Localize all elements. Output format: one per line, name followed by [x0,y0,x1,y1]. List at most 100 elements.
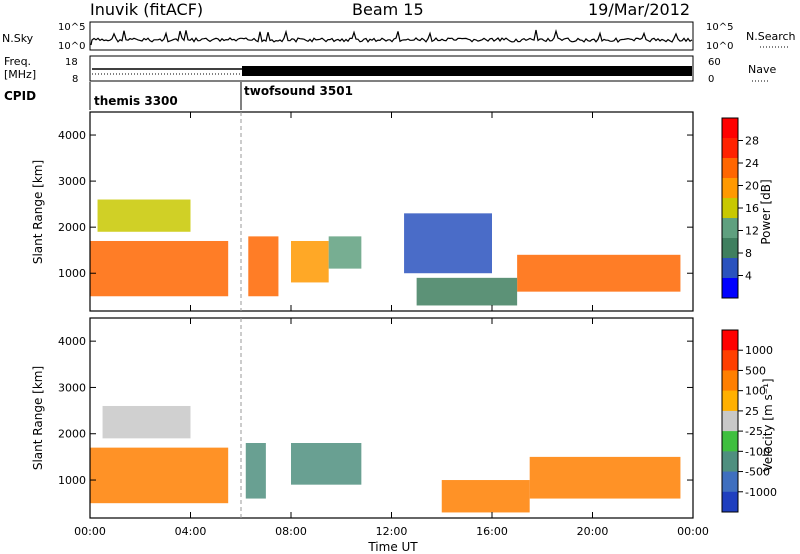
velocity-colorbar-tick-label-3: 25 [745,405,759,418]
station-title: Inuvik (fitACF) [90,0,204,19]
cpid-segment-themis: themis 3300 [94,94,178,108]
power-colorbar-tick-label-3: 16 [745,202,759,215]
power-colorbar-tick-label-2: 12 [745,225,759,238]
velocity-region-4 [441,480,530,513]
x-axis-ticks: 00:00 04:00 08:00 12:00 16:00 20:00 00:00 [74,112,709,538]
power-colorbar-tick-label-6: 28 [745,135,759,148]
velocity-colorbar-swatch-1 [722,350,738,371]
velocity-colorbar-tick-label-5: -100 [745,445,770,458]
velocity-region-5 [529,456,681,499]
velocity-colorbar-swatch-4 [722,410,738,432]
nsky-trace [90,29,693,46]
nsearch-label: N.Search [746,30,796,43]
power-region-6 [416,277,518,306]
xtick-label-5: 20:00 [577,525,609,538]
velocity-region-0 [90,447,229,504]
nsearch-tick-top: 10^5 [706,22,733,33]
velocity-colorbar-tick-label-0: 1000 [745,344,773,357]
cpid-row: CPID themis 3300 twofsound 3501 [4,82,353,110]
power-ytick-label-2: 3000 [58,175,86,188]
power-region-3 [291,240,329,283]
power-region-2 [248,236,279,297]
velocity-colorbar-swatch-7 [722,471,738,493]
power-colorbar-tick-label-0: 4 [745,270,752,283]
freq-panel: Freq. [MHz] 18 8 60 0 Nave [4,55,776,85]
power-colorbar-swatch-1 [722,138,738,159]
power-colorbar-label: Power [dB] [759,179,773,244]
nsky-tick-top: 10^5 [58,22,85,33]
xtick-label-1: 04:00 [175,525,207,538]
power-y-axis-label: Slant Range [km] [31,160,45,264]
xtick-label-0: 00:00 [74,525,106,538]
power-colorbar-swatch-2 [722,158,738,179]
nsky-tick-bottom: 10^0 [58,41,85,52]
power-region-5 [517,254,681,292]
x-axis-label: Time UT [367,540,418,554]
nsky-label: N.Sky [2,32,34,45]
velocity-colorbar-swatch-6 [722,451,738,473]
date-title: 19/Mar/2012 [588,0,691,19]
power-regions [90,199,681,306]
velocity-colorbar-frame [721,329,739,513]
velocity-colorbar-tick-label-1: 500 [745,364,766,377]
power-ytick-label-0: 1000 [58,267,86,280]
velocity-region-1 [102,405,191,439]
velocity-colorbar-swatch-5 [722,431,738,452]
power-colorbar-swatch-0 [722,118,738,139]
velocity-ytick-label-3: 4000 [58,335,86,348]
power-colorbar: 4 8 12 16 20 24 28 [721,117,759,299]
velocity-colorbar-tick-label-2: 100 [745,385,766,398]
power-panel: 1000 2000 3000 4000 [58,111,694,312]
power-ytick-label-3: 4000 [58,129,86,142]
nave-tick-bottom: 0 [708,74,714,85]
power-colorbar-tick-label-5: 24 [745,157,759,170]
nave-trace-twofsound [242,66,692,76]
power-colorbar-tick-label-1: 8 [745,247,752,260]
power-ytick-label-1: 2000 [58,221,86,234]
velocity-colorbar-swatch-8 [722,491,738,513]
velocity-region-2 [245,443,266,499]
power-colorbar-swatch-3 [722,178,738,199]
velocity-yticks: 1000 2000 3000 4000 [58,335,693,487]
power-region-4 [328,236,362,269]
velocity-colorbar-label: Velocity [m s⁻¹] [761,378,775,471]
power-colorbar-swatch-7 [722,258,738,279]
power-colorbar-swatch-5 [722,218,738,239]
nsky-frame [89,21,694,51]
cpid-label: CPID [4,89,36,103]
freq-label-1: Freq. [4,55,31,68]
velocity-ytick-label-2: 3000 [58,381,86,394]
velocity-panel: 1000 2000 3000 4000 [58,317,694,519]
velocity-colorbar-swatch-0 [722,330,738,351]
xtick-label-3: 12:00 [376,525,408,538]
velocity-y-axis-label: Slant Range [km] [31,366,45,470]
velocity-colorbar: 1000 500 100 25 -25 -100 -500 -1000 [721,329,777,513]
beam-title: Beam 15 [352,0,424,19]
power-colorbar-tick-label-4: 20 [745,180,759,193]
power-region-7 [404,213,492,274]
velocity-colorbar-swatch-3 [722,390,738,412]
velocity-ytick-label-1: 2000 [58,428,86,441]
freq-tick-top: 18 [65,57,78,68]
velocity-regions [90,405,681,513]
power-colorbar-swatch-6 [722,238,738,259]
power-yticks: 1000 2000 3000 4000 [58,129,693,280]
velocity-colorbar-tick-label-4: -25 [745,425,763,438]
cpid-segment-twofsound: twofsound 3501 [244,84,353,98]
xtick-label-2: 08:00 [275,525,307,538]
velocity-colorbar-swatch-2 [722,370,738,392]
nave-tick-top: 60 [708,57,721,68]
velocity-colorbar-tick-label-6: -500 [745,466,770,479]
xtick-label-4: 16:00 [476,525,508,538]
velocity-ytick-label-0: 1000 [58,474,86,487]
power-region-1 [97,199,191,232]
nsearch-tick-bottom: 10^0 [706,41,733,52]
xtick-label-6: 00:00 [677,525,709,538]
nsky-panel: N.Sky 10^5 10^0 10^5 10^0 N.Search [2,21,796,52]
power-region-0 [90,240,229,297]
power-colorbar-swatch-4 [722,198,738,219]
nave-label: Nave [748,63,776,76]
power-colorbar-swatch-8 [722,278,738,299]
freq-label-2: [MHz] [4,68,36,81]
